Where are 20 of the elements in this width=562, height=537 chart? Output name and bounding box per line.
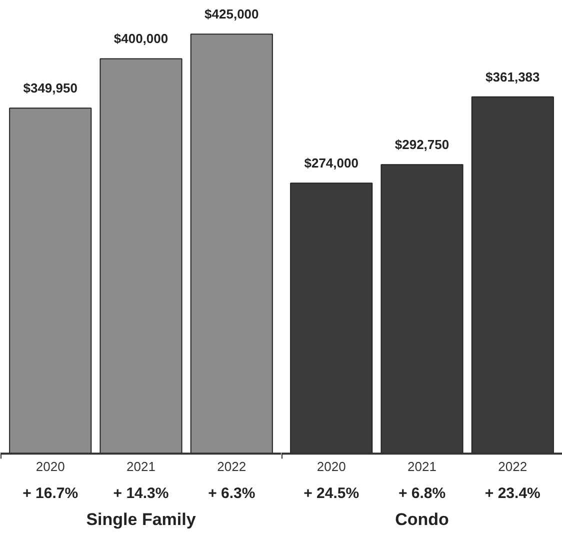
data-label: $361,383 bbox=[486, 69, 540, 84]
x-tick-label: 2021 bbox=[408, 458, 436, 474]
x-axis-title: Condo bbox=[395, 510, 449, 530]
x-tick-label: 2022 bbox=[498, 458, 528, 474]
text: + 6.8% bbox=[398, 485, 446, 502]
text: + 6.3% bbox=[208, 485, 256, 502]
data-label: $400,000 bbox=[114, 31, 168, 46]
text: + 14.3% bbox=[113, 485, 169, 502]
x-axis-title: Single Family bbox=[86, 510, 196, 530]
x-tick-label: 2022 bbox=[217, 458, 246, 474]
text: + 23.4% bbox=[484, 485, 540, 502]
data-label: $425,000 bbox=[204, 6, 259, 22]
text: + 16.7% bbox=[22, 485, 78, 502]
x-tick-label: 2020 bbox=[316, 458, 346, 474]
x-tick-label: 2020 bbox=[36, 458, 65, 474]
data-label: $349,950 bbox=[23, 80, 78, 96]
data-label: $274,000 bbox=[304, 156, 358, 171]
x-tick-label: 2021 bbox=[126, 458, 156, 474]
data-label: $292,750 bbox=[394, 137, 450, 152]
text: + 24.5% bbox=[304, 485, 360, 502]
